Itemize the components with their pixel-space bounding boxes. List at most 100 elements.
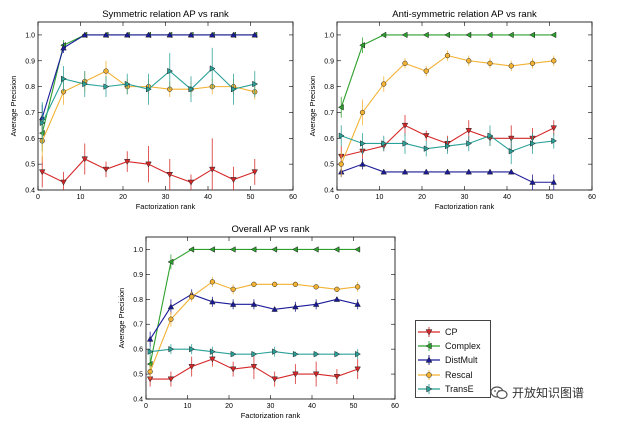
y-axis-label: Average Precision <box>117 288 126 349</box>
point-complex <box>380 31 387 39</box>
x-tick-label: 10 <box>77 194 85 201</box>
point-transe <box>508 148 515 155</box>
x-axis-label: Factorization rank <box>241 411 301 420</box>
point-cp <box>550 125 557 132</box>
legend-label: Rescal <box>445 369 473 380</box>
legend-item-complex: Complex <box>416 339 490 353</box>
plot-area <box>336 21 593 191</box>
point-rescal <box>529 60 536 66</box>
wechat-icon <box>490 385 508 399</box>
x-tick-label: 10 <box>184 403 192 410</box>
legend-marker <box>425 342 432 350</box>
x-axis-label: Factorization rank <box>136 202 196 211</box>
point-distmult <box>550 178 557 185</box>
point-cp <box>333 374 341 380</box>
point-rescal <box>147 368 153 375</box>
point-complex <box>292 246 298 253</box>
y-axis-label: Average Precision <box>308 76 317 137</box>
point-rescal <box>272 281 278 287</box>
chart-title: Overall AP vs rank <box>232 224 310 235</box>
point-transe <box>423 145 430 152</box>
plot-area <box>145 236 396 400</box>
point-complex <box>550 31 557 39</box>
x-tick-label: 40 <box>204 194 212 201</box>
legend-item-rescal: Rescal <box>416 368 490 382</box>
y-tick-label: 0.6 <box>133 347 143 354</box>
point-cp <box>250 364 258 370</box>
point-rescal <box>381 81 387 87</box>
point-distmult <box>145 31 152 38</box>
point-transe <box>39 119 46 127</box>
point-transe <box>188 85 195 93</box>
legend-label: Complex <box>445 341 481 352</box>
point-distmult <box>209 31 216 38</box>
y-tick-label: 0.7 <box>133 322 143 329</box>
point-complex <box>465 31 472 39</box>
point-distmult <box>333 295 341 302</box>
y-tick-label: 0.8 <box>324 84 334 91</box>
point-transe <box>251 350 258 358</box>
point-distmult <box>423 168 430 175</box>
legend-marker-cp <box>418 327 440 338</box>
point-distmult <box>167 303 175 310</box>
point-distmult <box>146 335 154 342</box>
chart-title: Symmetric relation AP vs rank <box>102 9 229 20</box>
point-transe <box>103 83 110 90</box>
x-tick-label: 50 <box>247 194 255 201</box>
point-cp <box>354 366 361 373</box>
y-tick-label: 0.7 <box>324 110 334 117</box>
x-tick-label: 60 <box>391 403 399 410</box>
point-distmult <box>292 303 299 310</box>
point-complex <box>250 246 257 253</box>
point-transe <box>466 140 473 147</box>
point-complex <box>209 246 215 253</box>
point-transe <box>209 65 216 72</box>
point-transe <box>61 75 67 83</box>
point-rescal <box>251 281 257 287</box>
point-transe <box>209 348 216 355</box>
legend-marker-complex <box>418 341 440 352</box>
point-distmult <box>209 298 216 305</box>
point-rescal <box>230 286 236 292</box>
point-transe <box>230 350 237 358</box>
x-tick-label: 0 <box>144 403 148 410</box>
x-tick-label: 50 <box>350 403 358 410</box>
point-distmult <box>187 31 195 38</box>
point-rescal <box>423 68 429 74</box>
x-tick-label: 0 <box>36 194 40 201</box>
point-distmult <box>444 168 451 175</box>
x-tick-label: 30 <box>162 194 170 201</box>
y-tick-label: 0.8 <box>25 84 35 91</box>
y-tick-label: 0.4 <box>133 397 143 404</box>
point-transe <box>168 345 175 353</box>
point-cp <box>292 371 299 378</box>
point-rescal <box>168 316 174 322</box>
y-tick-label: 0.5 <box>324 162 334 169</box>
legend-marker-rescal <box>418 369 440 380</box>
chart-panel-3: 0 10 20 30 40 50 60 0.4 0.5 0.6 0.7 0.8 0.9 1.0 Overal… <box>117 224 399 420</box>
point-distmult <box>102 31 110 38</box>
y-tick-label: 0.8 <box>133 297 143 304</box>
series-group <box>146 246 361 387</box>
point-transe <box>252 80 259 88</box>
point-cp <box>60 179 67 186</box>
x-tick-label: 30 <box>461 194 469 201</box>
legend-label: DistMult <box>445 355 478 366</box>
point-complex <box>271 246 278 253</box>
point-cp <box>401 122 409 129</box>
x-tick-label: 40 <box>503 194 511 201</box>
x-tick-label: 20 <box>418 194 426 201</box>
point-distmult <box>354 300 361 307</box>
point-distmult <box>229 300 237 307</box>
point-transe <box>124 80 131 88</box>
x-tick-label: 30 <box>267 403 275 410</box>
legend-item-transe: TransE <box>416 382 490 396</box>
point-rescal <box>402 60 408 66</box>
y-axis-label: Average Precision <box>9 76 18 137</box>
point-complex <box>486 31 493 39</box>
point-transe <box>355 350 361 358</box>
point-rescal <box>551 58 557 64</box>
legend-item-cp: CP <box>416 325 490 339</box>
x-tick-label: 60 <box>289 194 297 201</box>
